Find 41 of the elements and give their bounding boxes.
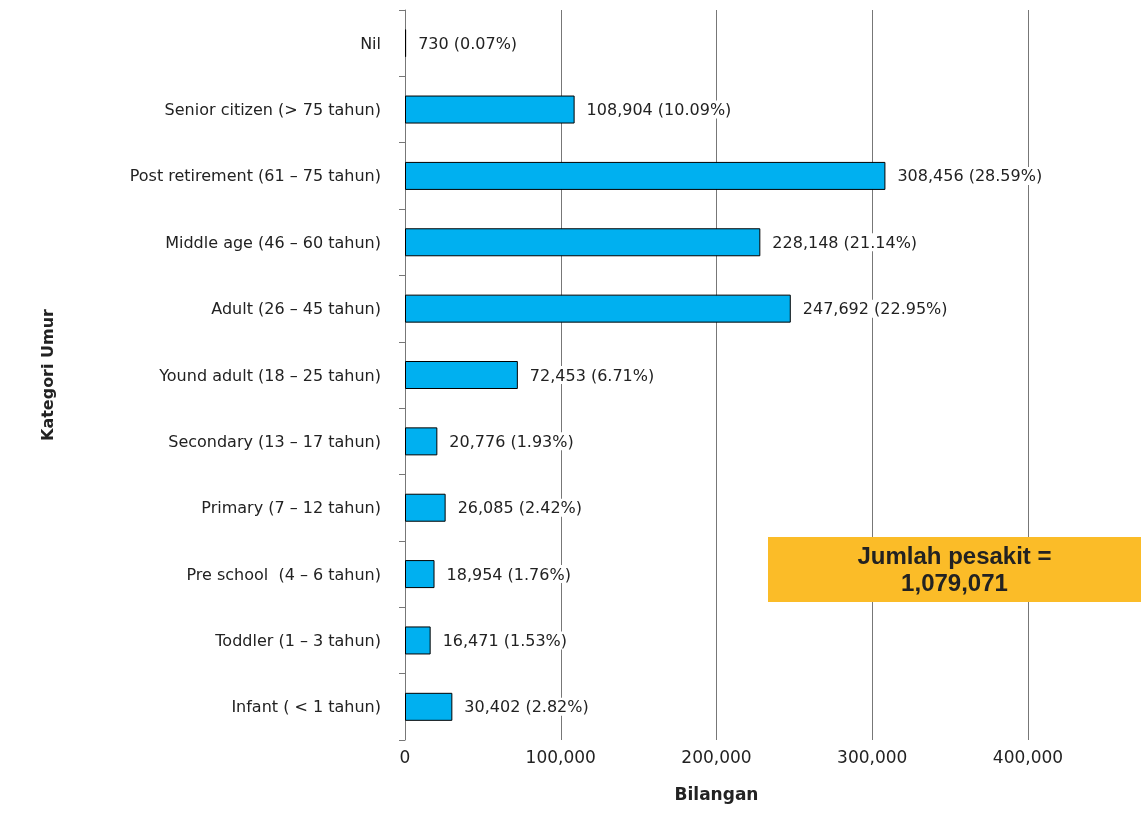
- x-tick-label: 200,000: [681, 746, 752, 767]
- bar: [405, 95, 575, 124]
- bar: [405, 493, 446, 522]
- x-axis-title: Bilangan: [674, 783, 759, 804]
- data-label: 228,148 (21.14%): [772, 232, 918, 252]
- y-tick-label: Infant ( < 1 tahun): [231, 697, 381, 717]
- x-tick-label: 300,000: [837, 746, 908, 767]
- data-label: 730 (0.07%): [418, 33, 518, 53]
- data-label: 72,453 (6.71%): [529, 365, 655, 385]
- data-label: 18,954 (1.76%): [446, 564, 571, 584]
- data-label: 26,085 (2.42%): [457, 498, 583, 518]
- y-tick-label: Senior citizen (> 75 tahun): [164, 100, 381, 120]
- y-tick-label: Secondary (13 – 17 tahun): [168, 431, 381, 451]
- bar: [405, 692, 453, 721]
- data-label: 20,776 (1.93%): [449, 431, 574, 451]
- data-label: 16,471 (1.53%): [442, 630, 568, 650]
- callout-box: Jumlah pesakit = 1,079,071: [768, 537, 1141, 602]
- y-tick-label: Adult (26 – 45 tahun): [211, 299, 381, 319]
- y-tick-label: Post retirement (61 – 75 tahun): [129, 166, 381, 186]
- bar: [405, 560, 435, 589]
- data-label: 247,692 (22.95%): [802, 299, 948, 319]
- bar: [405, 361, 518, 389]
- bar: [405, 228, 761, 257]
- bar: [405, 161, 886, 190]
- y-tick-label: Toddler (1 – 3 tahun): [214, 630, 381, 650]
- y-tick-label: Pre school (4 – 6 tahun): [186, 564, 381, 584]
- y-tick-label: Nil: [360, 33, 381, 53]
- y-axis-title: Kategori Umur: [37, 308, 57, 442]
- bar: [405, 626, 431, 655]
- y-tick-label: Primary (7 – 12 tahun): [201, 498, 381, 518]
- y-tick-label: Middle age (46 – 60 tahun): [165, 232, 381, 252]
- annotation: Jumlah pesakit = 1,079,071: [856, 542, 1053, 596]
- bar: [405, 294, 791, 323]
- bar: [405, 427, 438, 456]
- y-tick-label: Yound adult (18 – 25 tahun): [158, 365, 381, 385]
- x-tick-label: 400,000: [992, 746, 1064, 767]
- data-label: 308,456 (28.59%): [897, 166, 1043, 186]
- data-label: 108,904 (10.09%): [586, 100, 732, 120]
- data-label: 30,402 (2.82%): [464, 697, 589, 717]
- x-tick-label: 100,000: [525, 746, 596, 767]
- x-tick-label: 0: [399, 746, 411, 767]
